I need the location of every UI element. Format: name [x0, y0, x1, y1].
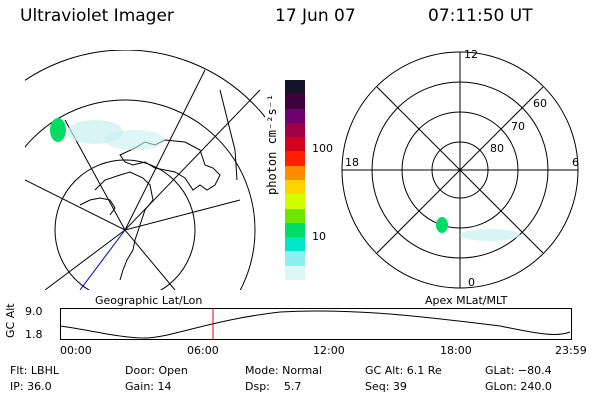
colorbar-swatch — [285, 80, 305, 95]
orbit-ylabel: GC Alt — [4, 303, 17, 338]
geo-lat-circle — [54, 159, 196, 290]
geo-caption: Geographic Lat/Lon — [95, 294, 203, 307]
colorbar-swatch — [285, 237, 305, 252]
colorbar-tick: 10 — [312, 230, 326, 243]
colorbar-swatch — [285, 179, 305, 195]
orbit-altitude-curve — [60, 310, 571, 339]
orbit-ytick: 1.8 — [25, 328, 43, 341]
date-label: 17 Jun 07 — [275, 6, 356, 26]
geo-lat-circle — [25, 99, 256, 290]
polar-mlt-label: 0 — [468, 276, 475, 289]
geo-sat-track — [79, 229, 126, 290]
polar-mlt-label: 18 — [345, 156, 359, 169]
polar-caption: Apex MLat/MLT — [425, 294, 508, 307]
colorbar-swatch — [285, 151, 305, 166]
orbit-xtick: 06:00 — [187, 344, 219, 357]
geo-coastline — [219, 89, 238, 181]
polar-mlt-label: 12 — [464, 48, 478, 61]
colorbar-swatch — [285, 208, 305, 223]
info-door: Door: Open — [125, 364, 188, 377]
info-glat: GLat: −80.4 — [485, 364, 552, 377]
polar-axis — [376, 86, 544, 254]
orbit-ytick: 9.0 — [25, 305, 43, 318]
app-title: Ultraviolet Imager — [20, 6, 174, 26]
info-seq: Seq: 39 — [365, 380, 407, 393]
orbit-plot — [60, 308, 572, 340]
orbit-xtick: 23:59 — [555, 344, 587, 357]
polar-plot — [341, 51, 579, 289]
colorbar-swatch — [285, 94, 305, 109]
info-dsp: Dsp: 5.7 — [245, 380, 302, 393]
colorbar — [285, 80, 305, 280]
aurora-patch — [50, 118, 66, 142]
aurora-patch — [460, 229, 520, 241]
geographic-map — [25, 50, 265, 290]
colorbar-unit-label: photon cm⁻²s⁻¹ — [265, 93, 279, 195]
time-label: 07:11:50 UT — [428, 6, 533, 26]
info-gc-alt: GC Alt: 6.1 Re — [365, 364, 442, 377]
orbit-xtick: 12:00 — [313, 344, 345, 357]
colorbar-swatch — [285, 137, 305, 152]
colorbar-swatch — [285, 251, 305, 266]
info-gain: Gain: 14 — [125, 380, 172, 393]
colorbar-swatch — [285, 265, 305, 280]
polar-lat-label: 70 — [511, 120, 525, 133]
colorbar-swatch — [285, 122, 305, 138]
info-ip: IP: 36.0 — [10, 380, 52, 393]
colorbar-swatch — [285, 194, 305, 209]
colorbar-swatch — [285, 108, 305, 123]
colorbar-swatch — [285, 222, 305, 238]
orbit-frame — [60, 308, 572, 340]
orbit-xtick: 00:00 — [60, 344, 92, 357]
aurora-patch — [436, 217, 448, 233]
polar-lat-label: 60 — [533, 97, 547, 110]
orbit-xtick: 18:00 — [440, 344, 472, 357]
aurora-patch — [105, 130, 165, 150]
info-glon: GLon: 240.0 — [485, 380, 552, 393]
info-filter: Flt: LBHL — [10, 364, 59, 377]
polar-mlt-label: 6 — [572, 156, 579, 169]
colorbar-tick: 100 — [312, 142, 333, 155]
polar-lat-label: 80 — [490, 142, 504, 155]
geo-coastline — [94, 171, 154, 281]
geo-meridian — [44, 229, 176, 290]
info-mode: Mode: Normal — [245, 364, 322, 377]
geo-coastline — [79, 197, 116, 216]
colorbar-swatch — [285, 165, 305, 180]
